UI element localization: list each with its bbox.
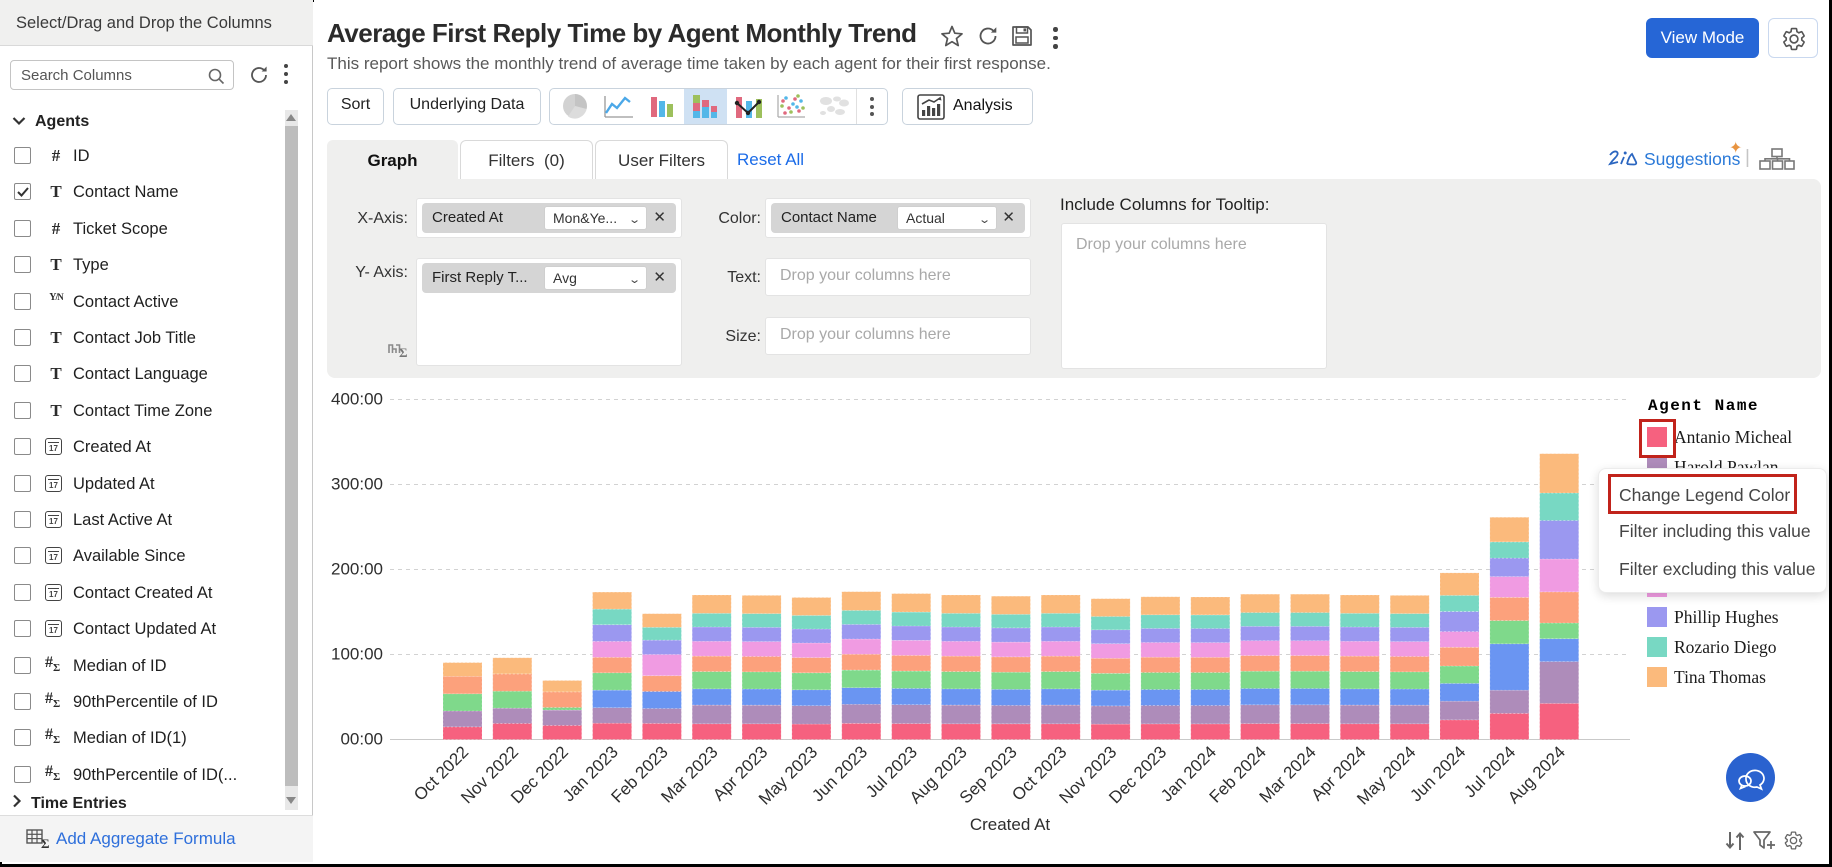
svg-text:Jun 2023: Jun 2023 bbox=[808, 742, 871, 805]
svg-text:400:00: 400:00 bbox=[331, 390, 383, 409]
svg-text:300:00: 300:00 bbox=[331, 475, 383, 494]
svg-text:200:00: 200:00 bbox=[331, 560, 383, 579]
svg-text:100:00: 100:00 bbox=[331, 645, 383, 664]
svg-text:00:00: 00:00 bbox=[340, 730, 383, 749]
svg-text:Σ: Σ bbox=[399, 345, 408, 359]
svg-text:Jun 2024: Jun 2024 bbox=[1406, 742, 1469, 805]
svg-text:Σ: Σ bbox=[41, 836, 50, 849]
svg-text:Created At: Created At bbox=[970, 815, 1051, 834]
